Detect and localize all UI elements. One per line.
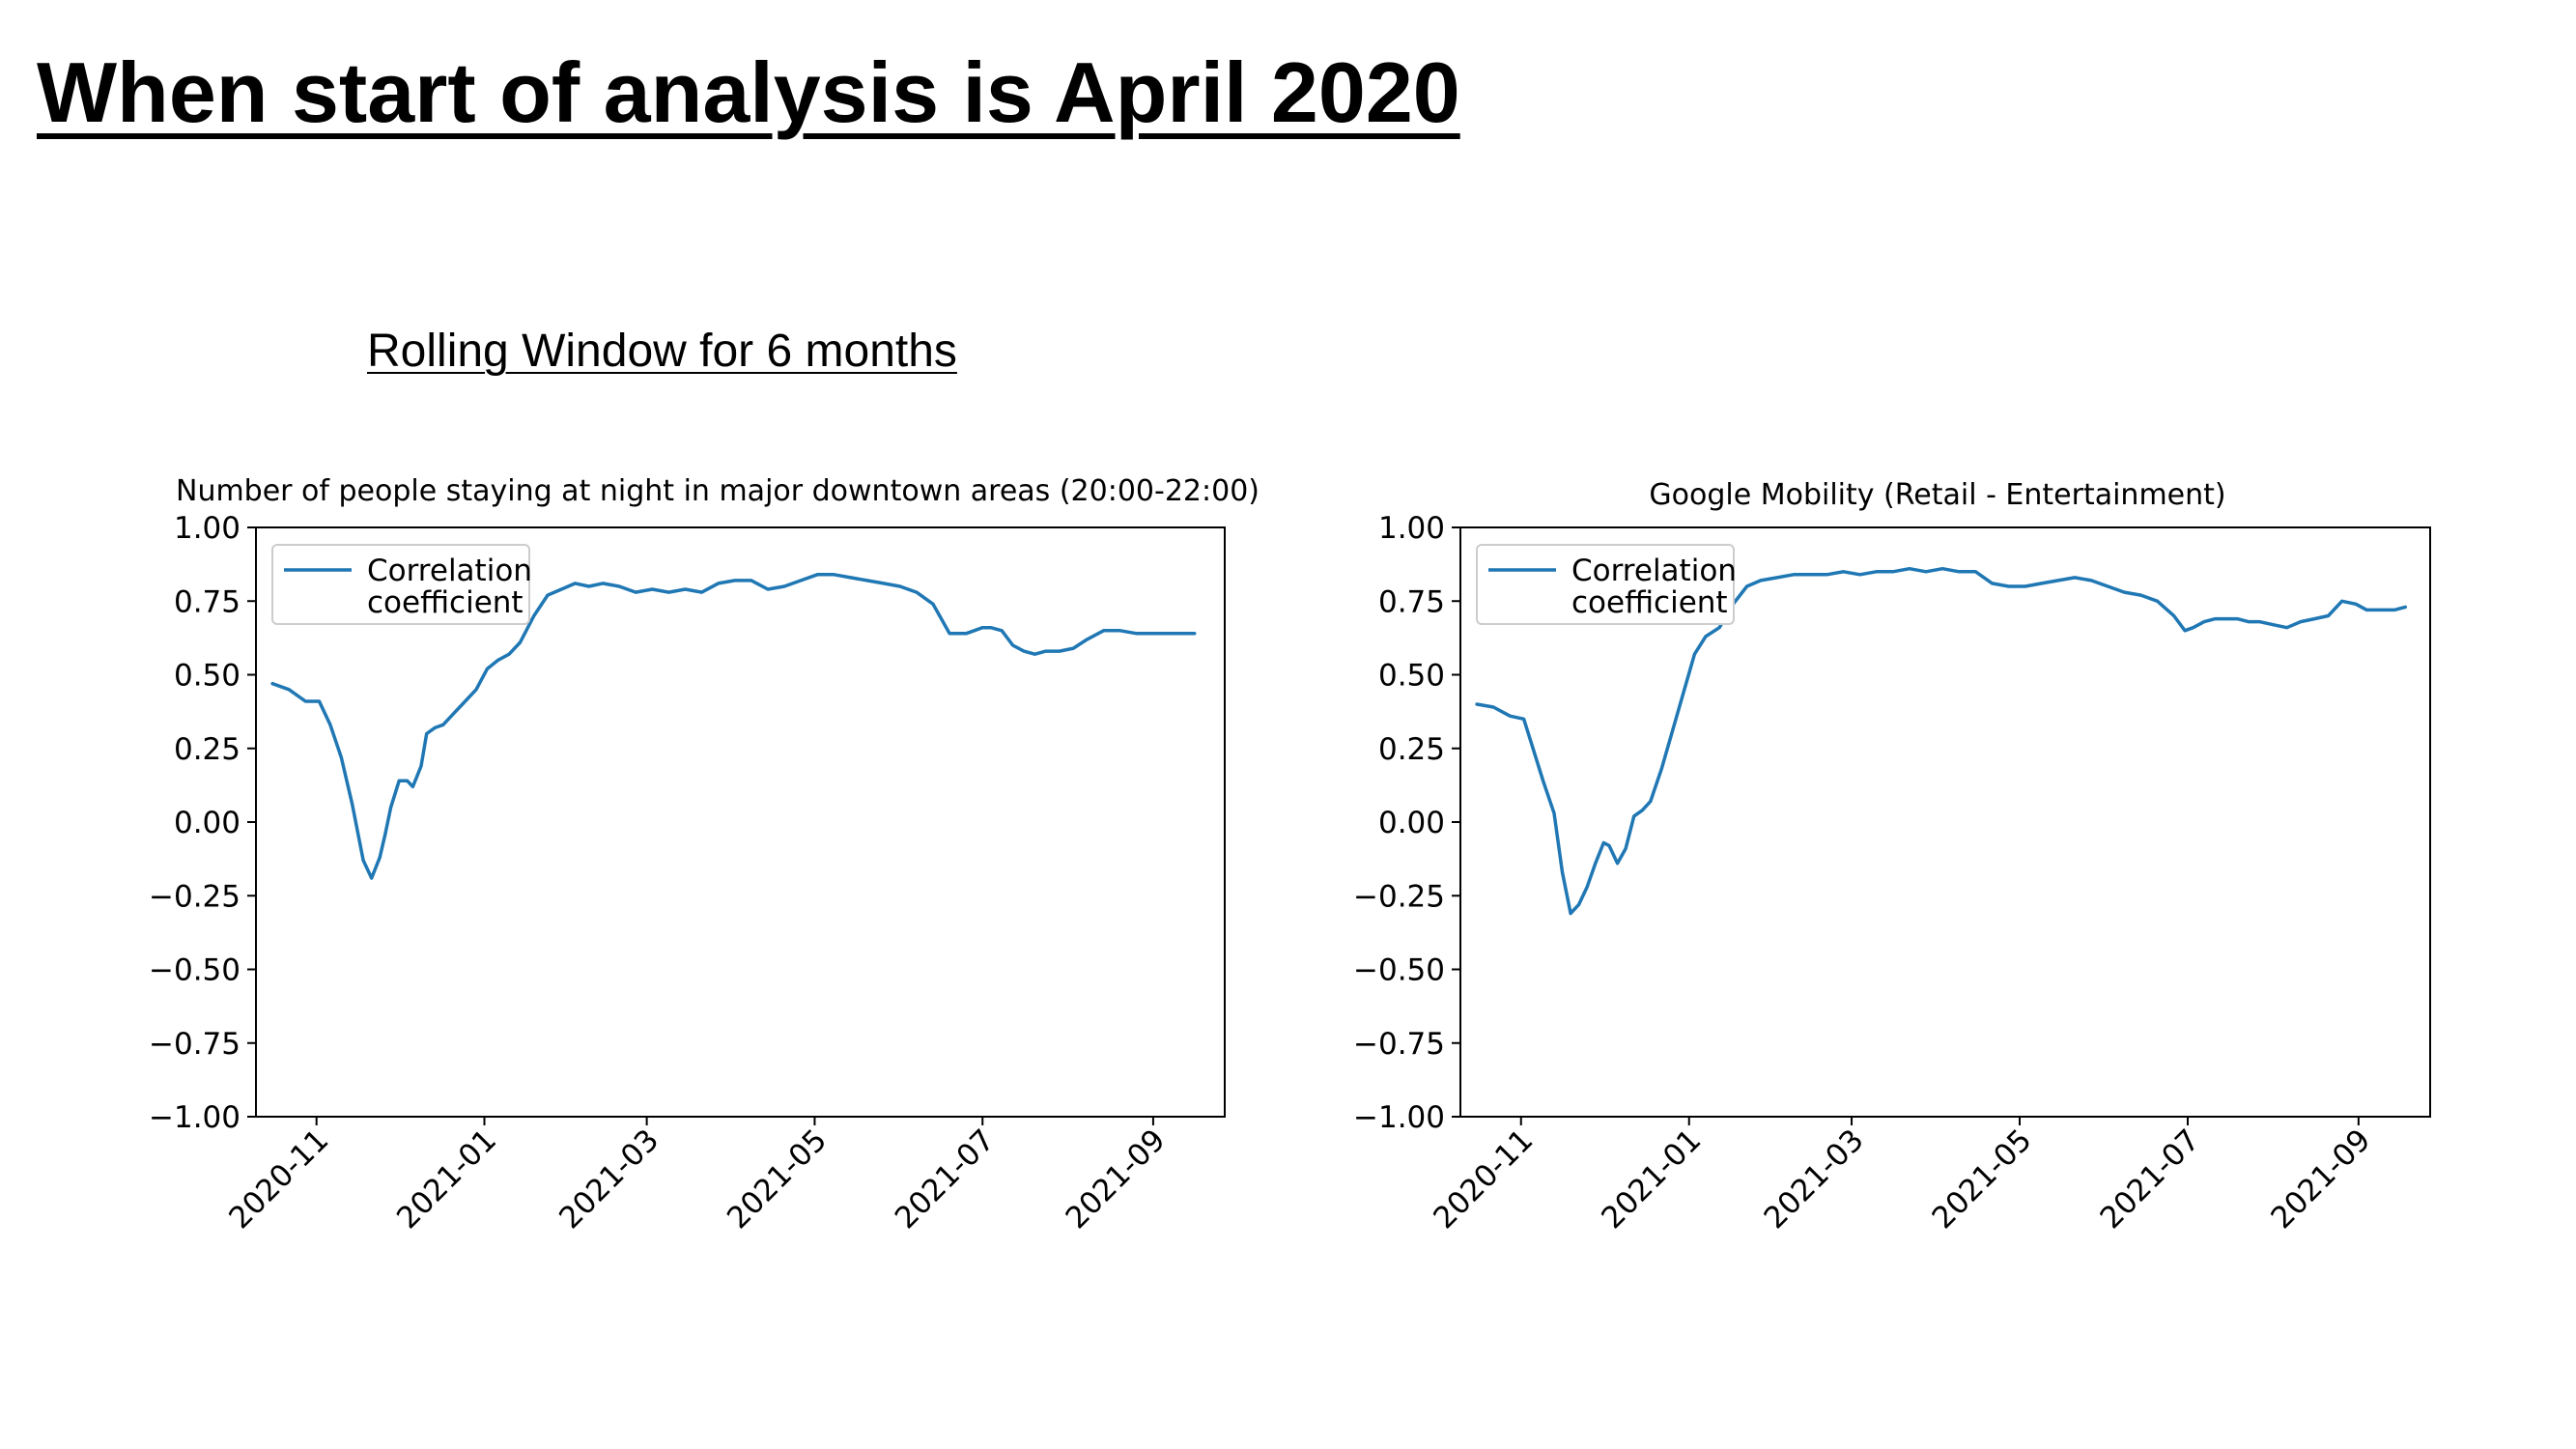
y-tick-label: 0.25 [1378,732,1445,767]
y-tick-label: 1.00 [1378,511,1445,546]
y-tick-label: 0.75 [1378,584,1445,619]
y-tick-label: 0.50 [174,659,241,694]
legend-label: Correlation coefficient [367,554,532,620]
chart-nightlife-correlation: Number of people staying at night in maj… [149,474,1260,1236]
x-tick-label: 2021-03 [552,1122,665,1236]
y-tick-label: 1.00 [174,511,241,546]
y-tick-label: 0.00 [1378,806,1445,840]
slide-subtitle: Rolling Window for 6 months [367,326,957,377]
chart-title: Number of people staying at night in maj… [176,474,1260,508]
y-tick-label: −0.75 [1353,1027,1445,1062]
y-tick-label: 0.25 [174,732,241,767]
y-tick-label: 0.75 [174,584,241,619]
series-line-correlation-coefficient [1475,566,2408,916]
legend-box [1476,544,1735,625]
y-tick-label: −0.25 [149,879,241,914]
x-tick-label: 2021-09 [2264,1122,2377,1236]
y-tick-label: −0.50 [149,953,241,988]
x-tick-label: 2020-11 [222,1122,335,1236]
slide-title: When start of analysis is April 2020 [37,44,1460,140]
x-tick-label: 2021-01 [1595,1122,1708,1236]
x-tick-label: 2021-05 [721,1122,834,1236]
x-tick-label: 2020-11 [1427,1122,1540,1236]
x-tick-label: 2021-07 [889,1122,1002,1236]
series-line-correlation-coefficient [270,573,1197,880]
x-tick-label: 2021-09 [1060,1122,1173,1236]
y-tick-label: 0.00 [174,806,241,840]
legend-box [271,544,530,625]
y-tick-label: −1.00 [149,1100,241,1135]
y-tick-label: −1.00 [1353,1100,1445,1135]
y-tick-label: 0.50 [1378,659,1445,694]
chart-title: Google Mobility (Retail - Entertainment) [1649,478,2225,512]
legend-label: Correlation coefficient [1571,554,1737,620]
y-tick-label: −0.50 [1353,953,1445,988]
x-tick-label: 2021-01 [390,1122,503,1236]
x-tick-label: 2021-05 [1926,1122,2039,1236]
x-tick-label: 2021-07 [2094,1122,2207,1236]
chart-google-mobility-correlation: Google Mobility (Retail - Entertainment)… [1353,478,2431,1236]
y-tick-label: −0.25 [1353,879,1445,914]
y-tick-label: −0.75 [149,1027,241,1062]
x-tick-label: 2021-03 [1758,1122,1871,1236]
